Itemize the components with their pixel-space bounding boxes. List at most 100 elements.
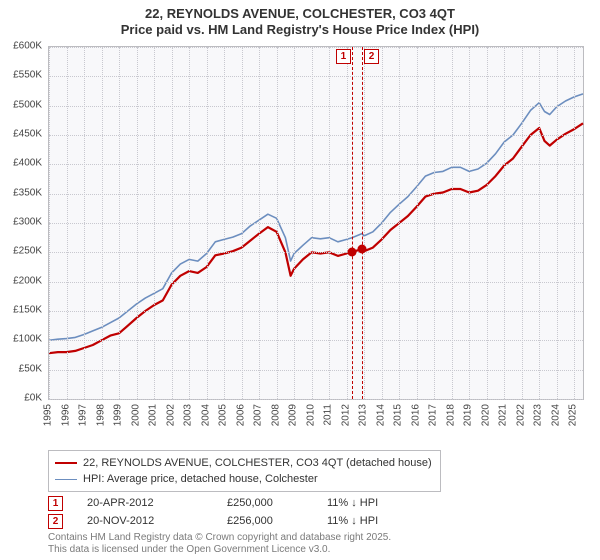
- x-tick-label: 2008: [270, 404, 281, 426]
- gridline-h: [49, 282, 583, 283]
- gridline-v: [312, 47, 313, 399]
- gridline-v: [189, 47, 190, 399]
- gridline-v: [119, 47, 120, 399]
- gridline-h: [49, 47, 583, 48]
- gridline-h: [49, 340, 583, 341]
- transaction-delta: 11% ↓ HPI: [327, 497, 467, 509]
- gridline-v: [504, 47, 505, 399]
- x-tick-label: 2001: [148, 404, 159, 426]
- gridline-h: [49, 106, 583, 107]
- legend: 22, REYNOLDS AVENUE, COLCHESTER, CO3 4QT…: [48, 450, 441, 492]
- gridline-v: [382, 47, 383, 399]
- y-tick-label: £450K: [13, 129, 42, 140]
- gridline-v: [242, 47, 243, 399]
- gridline-v: [452, 47, 453, 399]
- x-tick-label: 2023: [533, 404, 544, 426]
- gridline-v: [259, 47, 260, 399]
- x-tick-label: 2021: [498, 404, 509, 426]
- sale-marker-dot: [347, 248, 356, 257]
- footer-attribution: Contains HM Land Registry data © Crown c…: [48, 532, 582, 556]
- x-tick-label: 2002: [165, 404, 176, 426]
- gridline-h: [49, 164, 583, 165]
- y-tick-label: £400K: [13, 158, 42, 169]
- x-tick-label: 2006: [235, 404, 246, 426]
- legend-row: HPI: Average price, detached house, Colc…: [55, 471, 432, 487]
- gridline-h: [49, 252, 583, 253]
- x-tick-label: 2000: [130, 404, 141, 426]
- x-tick-label: 2013: [358, 404, 369, 426]
- gridline-v: [207, 47, 208, 399]
- x-tick-label: 1995: [43, 404, 54, 426]
- gridline-v: [294, 47, 295, 399]
- chart-plot-area: 12: [48, 46, 584, 400]
- sale-marker-line: [352, 47, 353, 399]
- sale-marker-box: 2: [364, 49, 379, 64]
- legend-label: 22, REYNOLDS AVENUE, COLCHESTER, CO3 4QT…: [83, 457, 432, 469]
- gridline-h: [49, 399, 583, 400]
- x-tick-label: 2016: [410, 404, 421, 426]
- legend-label: HPI: Average price, detached house, Colc…: [83, 473, 318, 485]
- y-tick-label: £500K: [13, 99, 42, 110]
- x-tick-label: 2010: [305, 404, 316, 426]
- y-tick-label: £0K: [24, 393, 42, 404]
- x-tick-label: 2015: [393, 404, 404, 426]
- gridline-v: [574, 47, 575, 399]
- x-tick-label: 2009: [288, 404, 299, 426]
- gridline-h: [49, 135, 583, 136]
- legend-row: 22, REYNOLDS AVENUE, COLCHESTER, CO3 4QT…: [55, 455, 432, 471]
- x-tick-label: 2018: [445, 404, 456, 426]
- x-axis: 1995199619971998199920002001200220032004…: [48, 402, 582, 448]
- x-tick-label: 2004: [200, 404, 211, 426]
- gridline-h: [49, 76, 583, 77]
- gridline-v: [49, 47, 50, 399]
- gridline-v: [277, 47, 278, 399]
- gridline-v: [329, 47, 330, 399]
- gridline-v: [539, 47, 540, 399]
- y-axis: £0K£50K£100K£150K£200K£250K£300K£350K£40…: [0, 46, 46, 398]
- gridline-v: [137, 47, 138, 399]
- gridline-v: [154, 47, 155, 399]
- y-tick-label: £100K: [13, 334, 42, 345]
- gridline-h: [49, 223, 583, 224]
- x-tick-label: 2017: [428, 404, 439, 426]
- gridline-v: [399, 47, 400, 399]
- title-line-2: Price paid vs. HM Land Registry's House …: [0, 22, 600, 38]
- sale-marker-box: 1: [336, 49, 351, 64]
- transaction-row: 220-NOV-2012£256,00011% ↓ HPI: [48, 512, 582, 530]
- x-tick-label: 2011: [323, 404, 334, 426]
- legend-swatch: [55, 462, 77, 464]
- transaction-price: £256,000: [227, 515, 327, 527]
- gridline-v: [557, 47, 558, 399]
- x-tick-label: 1997: [78, 404, 89, 426]
- gridline-v: [102, 47, 103, 399]
- gridline-v: [364, 47, 365, 399]
- gridline-v: [434, 47, 435, 399]
- y-tick-label: £550K: [13, 70, 42, 81]
- x-tick-label: 2019: [463, 404, 474, 426]
- footer-line-1: Contains HM Land Registry data © Crown c…: [48, 532, 391, 543]
- legend-swatch: [55, 479, 77, 480]
- x-tick-label: 2025: [568, 404, 579, 426]
- gridline-v: [172, 47, 173, 399]
- y-tick-label: £350K: [13, 187, 42, 198]
- y-tick-label: £150K: [13, 305, 42, 316]
- x-tick-label: 2024: [550, 404, 561, 426]
- x-tick-label: 2003: [183, 404, 194, 426]
- gridline-h: [49, 370, 583, 371]
- x-tick-label: 2022: [515, 404, 526, 426]
- x-tick-label: 1998: [95, 404, 106, 426]
- y-tick-label: £250K: [13, 246, 42, 257]
- transaction-marker: 2: [48, 514, 63, 529]
- transaction-price: £250,000: [227, 497, 327, 509]
- x-tick-label: 2020: [480, 404, 491, 426]
- sale-marker-dot: [358, 244, 367, 253]
- transaction-row: 120-APR-2012£250,00011% ↓ HPI: [48, 494, 582, 512]
- x-tick-label: 1999: [113, 404, 124, 426]
- gridline-h: [49, 311, 583, 312]
- x-tick-label: 2014: [375, 404, 386, 426]
- gridline-v: [469, 47, 470, 399]
- gridline-v: [84, 47, 85, 399]
- title-line-1: 22, REYNOLDS AVENUE, COLCHESTER, CO3 4QT: [0, 6, 600, 22]
- gridline-v: [67, 47, 68, 399]
- transaction-date: 20-NOV-2012: [87, 515, 227, 527]
